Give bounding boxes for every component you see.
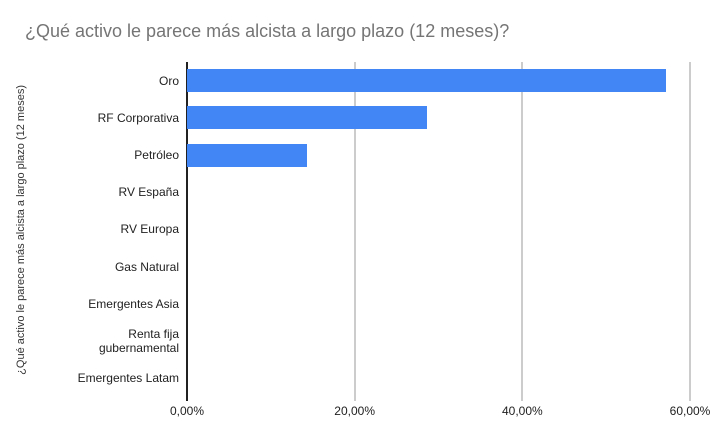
category-labels: Oro RF Corporativa Petróleo RV España RV Eur… (58, 62, 179, 397)
category-label: RV Europa (120, 222, 179, 237)
bar (187, 106, 427, 130)
x-tick-label: 60,00% (669, 404, 711, 418)
category-label: Gas Natural (114, 259, 179, 274)
category-label: Emergentes Asia (88, 296, 179, 311)
y-axis-title-text: ¿Qué activo le parece más alcista a larg… (15, 85, 27, 375)
category-label: RF Corporativa (97, 110, 179, 125)
category-label: Renta fija gubernamental (98, 327, 179, 356)
bar (187, 69, 667, 93)
y-axis-title: ¿Qué activo le parece más alcista a larg… (15, 62, 27, 398)
gridline (353, 62, 356, 401)
x-tick-label: 0,00% (169, 404, 205, 418)
category-label: Oro (158, 73, 179, 88)
x-tick-label: 40,00% (501, 404, 543, 418)
category-label: Emergentes Latam (77, 371, 179, 386)
x-tick-label: 20,00% (334, 404, 375, 418)
category-label: Petróleo (134, 148, 179, 163)
y-axis-line (186, 62, 188, 401)
gridline (521, 62, 524, 401)
bar (187, 143, 307, 167)
gridline (689, 62, 691, 401)
plot-area (187, 62, 691, 401)
chart-title: ¿Qué activo le parece más alcista a larg… (25, 21, 510, 41)
category-label: RV España (118, 185, 180, 200)
